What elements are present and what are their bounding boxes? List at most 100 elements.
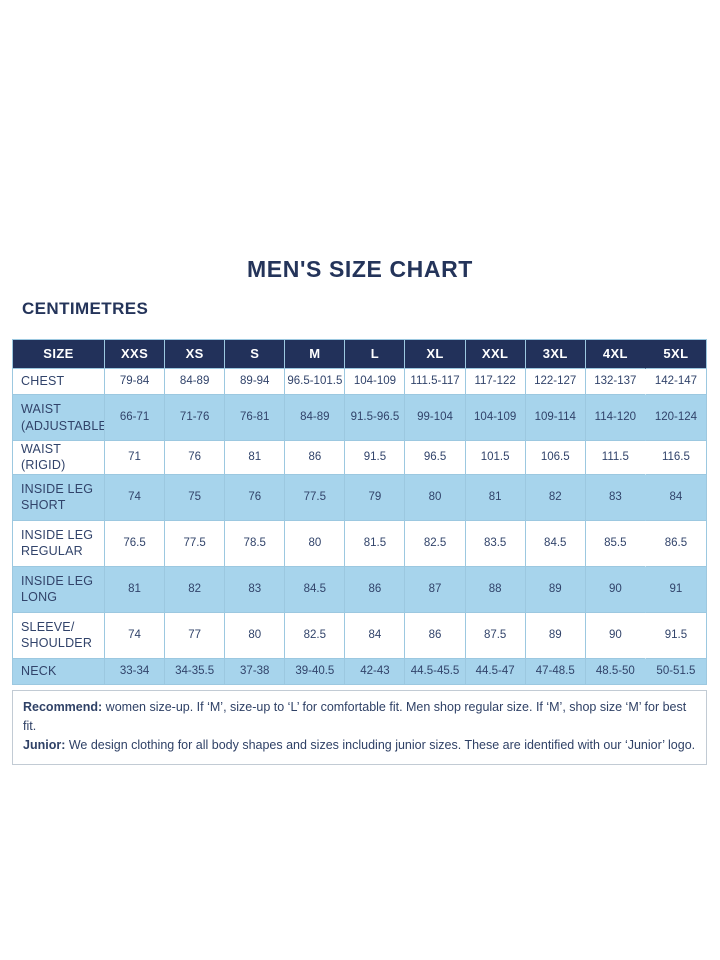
column-header: SIZE: [13, 340, 105, 369]
row-label: INSIDE LEG LONG: [13, 566, 105, 613]
size-value-cell: 91.5: [645, 612, 706, 659]
row-label: NECK: [13, 658, 105, 684]
size-value-cell: 75: [165, 474, 226, 521]
column-header: S: [225, 340, 286, 369]
table-row: NECK 33-34 34-35.5 37-38 39-40.5 42-43 44.5-45…: [13, 658, 706, 684]
row-label: SLEEVE/ SHOULDER: [13, 612, 105, 659]
table-row: INSIDE LEG LONG 81 82 83 84.5 86 87 88 89 90 91: [13, 566, 706, 613]
size-value-cell: 82.5: [405, 520, 466, 567]
page-title: MEN'S SIZE CHART: [247, 256, 473, 282]
table-row: WAIST (ADJUSTABLE) 66-71 71-76 76-81 84-89 91…: [13, 395, 706, 441]
size-value-cell: 50-51.5: [645, 658, 706, 684]
size-value-cell: 84-89: [285, 395, 346, 441]
size-value-cell: 101.5: [465, 441, 526, 475]
size-value-cell: 84: [345, 612, 406, 659]
size-value-cell: 79-84: [105, 369, 166, 395]
size-value-cell: 96.5: [405, 441, 466, 475]
column-header: XS: [165, 340, 226, 369]
size-value-cell: 81: [225, 441, 286, 475]
size-value-cell: 86: [405, 612, 466, 659]
size-value-cell: 77.5: [285, 474, 346, 521]
size-value-cell: 82.5: [285, 612, 346, 659]
size-value-cell: 114-120: [585, 395, 646, 441]
size-value-cell: 120-124: [645, 395, 706, 441]
note-recommend: Recommend: women size-up. If ‘M’, size-u…: [23, 698, 696, 737]
note-junior: Junior: We design clothing for all body …: [23, 736, 696, 755]
size-value-cell: 78.5: [225, 520, 286, 567]
size-value-cell: 80: [285, 520, 346, 567]
size-value-cell: 86: [345, 566, 406, 613]
size-value-cell: 44.5-47: [465, 658, 526, 684]
note-junior-text: We design clothing for all body shapes a…: [68, 738, 696, 753]
size-value-cell: 87: [405, 566, 466, 613]
column-header: 3XL: [525, 340, 586, 369]
size-value-cell: 99-104: [405, 395, 466, 441]
table-row: SLEEVE/ SHOULDER 74 77 80 82.5 84 86 87.5 89 90 91…: [13, 612, 706, 659]
column-header: XL: [405, 340, 466, 369]
column-header: L: [345, 340, 406, 369]
size-value-cell: 89: [525, 612, 586, 659]
size-value-cell: 66-71: [105, 395, 166, 441]
size-value-cell: 76: [165, 441, 226, 475]
size-value-cell: 88: [465, 566, 526, 613]
size-value-cell: 71-76: [165, 395, 226, 441]
size-value-cell: 87.5: [465, 612, 526, 659]
row-label: WAIST (ADJUSTABLE): [13, 395, 105, 441]
column-header: 5XL: [645, 340, 706, 369]
note-recommend-label: Recommend:: [23, 699, 103, 714]
row-label: INSIDE LEG SHORT: [13, 474, 105, 521]
row-label: INSIDE LEG REGULAR: [13, 520, 105, 567]
size-value-cell: 117-122: [465, 369, 526, 395]
size-value-cell: 71: [105, 441, 166, 475]
row-label: WAIST (RIGID): [13, 441, 105, 475]
size-value-cell: 91: [645, 566, 706, 613]
notes-box: Recommend: women size-up. If ‘M’, size-u…: [12, 689, 707, 765]
size-value-cell: 84.5: [285, 566, 346, 613]
size-value-cell: 80: [225, 612, 286, 659]
size-value-cell: 76-81: [225, 395, 286, 441]
size-value-cell: 47-48.5: [525, 658, 586, 684]
size-value-cell: 84.5: [525, 520, 586, 567]
size-value-cell: 74: [105, 474, 166, 521]
note-recommend-text: women size-up. If ‘M’, size-up to ‘L’ fo…: [23, 699, 687, 733]
size-value-cell: 104-109: [465, 395, 526, 441]
size-value-cell: 86.5: [645, 520, 706, 567]
size-value-cell: 37-38: [225, 658, 286, 684]
size-value-cell: 48.5-50: [585, 658, 646, 684]
table-row: WAIST (RIGID) 71 76 81 86 91.5 96.5 101.5 106.5 1…: [13, 441, 706, 475]
size-value-cell: 109-114: [525, 395, 586, 441]
size-value-cell: 76.5: [105, 520, 166, 567]
unit-label: CENTIMETRES: [22, 299, 149, 318]
size-value-cell: 111.5-117: [405, 369, 466, 395]
size-value-cell: 90: [585, 612, 646, 659]
size-value-cell: 79: [345, 474, 406, 521]
row-label: CHEST: [13, 369, 105, 395]
size-value-cell: 82: [525, 474, 586, 521]
content-area: SIZE XXS XS S M L XL XXL 3XL 4XL 5XL CHEST 79-84 84-8…: [12, 339, 707, 765]
note-junior-label: Junior:: [23, 738, 66, 753]
table-header-row: SIZE XXS XS S M L XL XXL 3XL 4XL 5XL: [13, 340, 706, 369]
size-value-cell: 39-40.5: [285, 658, 346, 684]
size-value-cell: 96.5-101.5: [285, 369, 346, 395]
size-value-cell: 91.5: [345, 441, 406, 475]
size-value-cell: 106.5: [525, 441, 586, 475]
size-value-cell: 90: [585, 566, 646, 613]
size-value-cell: 89-94: [225, 369, 286, 395]
size-value-cell: 122-127: [525, 369, 586, 395]
size-value-cell: 86: [285, 441, 346, 475]
column-header: M: [285, 340, 346, 369]
size-table: SIZE XXS XS S M L XL XXL 3XL 4XL 5XL CHEST 79-84 84-8…: [12, 339, 707, 685]
size-value-cell: 81: [465, 474, 526, 521]
size-value-cell: 81.5: [345, 520, 406, 567]
size-value-cell: 33-34: [105, 658, 166, 684]
size-value-cell: 81: [105, 566, 166, 613]
size-value-cell: 76: [225, 474, 286, 521]
column-header: 4XL: [585, 340, 646, 369]
size-value-cell: 104-109: [345, 369, 406, 395]
table-row: INSIDE LEG REGULAR 76.5 77.5 78.5 80 81.5 82.5…: [13, 520, 706, 567]
size-value-cell: 84: [645, 474, 706, 521]
column-header: XXL: [465, 340, 526, 369]
size-value-cell: 80: [405, 474, 466, 521]
table-row: CHEST 79-84 84-89 89-94 96.5-101.5 104-109 111…: [13, 369, 706, 395]
